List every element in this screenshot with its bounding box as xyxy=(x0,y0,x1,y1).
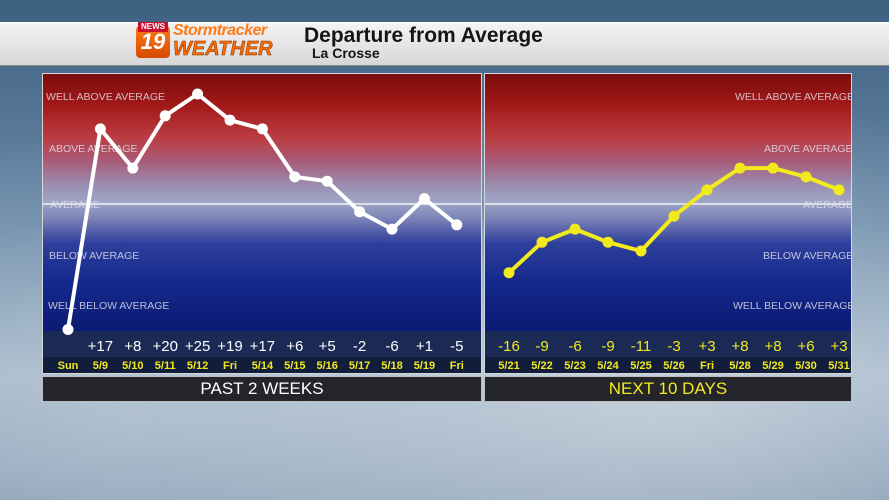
past-date-label: 5/19 xyxy=(414,360,435,372)
future-date-label: 5/29 xyxy=(762,360,783,372)
average-line xyxy=(484,203,852,205)
future-data-point xyxy=(602,236,614,248)
future-data-point xyxy=(833,184,845,196)
average-line xyxy=(42,203,482,205)
future-date-label: 5/30 xyxy=(795,360,816,372)
past-date-label: 5/10 xyxy=(122,360,143,372)
past-value-label: +1 xyxy=(416,338,433,355)
past-date-label: 5/15 xyxy=(284,360,305,372)
future-date-label: Fri xyxy=(700,360,714,372)
future-value-label: -6 xyxy=(568,338,581,355)
past-data-point xyxy=(224,114,236,126)
past-date-label: 5/9 xyxy=(93,360,108,372)
past-value-label: -2 xyxy=(353,338,366,355)
future-data-point xyxy=(734,162,746,174)
logo-news: NEWS xyxy=(138,22,168,32)
past-date-label: 5/12 xyxy=(187,360,208,372)
future-data-point xyxy=(635,245,647,257)
future-value-label: +3 xyxy=(830,338,847,355)
past-data-point xyxy=(62,323,74,335)
level-well-below: WELL BELOW AVERAGE xyxy=(733,300,852,312)
future-value-label: +8 xyxy=(731,338,748,355)
past-value-label: +6 xyxy=(286,338,303,355)
level-below: BELOW AVERAGE xyxy=(49,250,140,262)
past-dates-row xyxy=(42,357,482,374)
future-value-label: -9 xyxy=(535,338,548,355)
past-data-point xyxy=(159,110,171,122)
level-average: AVERAGE xyxy=(803,199,852,211)
chart-title: Departure from Average xyxy=(304,24,543,47)
level-below: BELOW AVERAGE xyxy=(763,250,852,262)
future-date-label: 5/26 xyxy=(663,360,684,372)
past-frame xyxy=(42,73,482,374)
level-well-above: WELL ABOVE AVERAGE xyxy=(735,91,852,103)
past-value-label: +25 xyxy=(185,338,210,355)
past-date-label: Fri xyxy=(450,360,464,372)
past-data-point xyxy=(127,162,139,174)
past-value-label: +17 xyxy=(250,338,275,355)
chart-location: La Crosse xyxy=(312,45,380,61)
future-data-point xyxy=(767,162,779,174)
past-data-point xyxy=(418,193,430,205)
past-value-label: +8 xyxy=(124,338,141,355)
past-date-label: 5/18 xyxy=(381,360,402,372)
past-date-label: 5/16 xyxy=(316,360,337,372)
future-dates-row xyxy=(484,357,852,374)
past-value-label: +20 xyxy=(152,338,177,355)
past-values-row xyxy=(42,331,482,357)
past-data-point xyxy=(256,123,268,135)
past-date-label: 5/17 xyxy=(349,360,370,372)
level-well-below: WELL BELOW AVERAGE xyxy=(48,300,170,312)
past-value-label: +5 xyxy=(319,338,336,355)
past-date-label: Fri xyxy=(223,360,237,372)
future-data-point xyxy=(569,223,581,235)
past-date-label: 5/11 xyxy=(155,360,176,372)
level-above: ABOVE AVERAGE xyxy=(764,143,852,155)
past-date-label: 5/14 xyxy=(252,360,274,372)
future-data-point xyxy=(800,171,812,183)
future-data-point xyxy=(701,184,713,196)
future-value-label: -11 xyxy=(631,338,652,355)
past-value-label: +19 xyxy=(217,338,242,355)
future-date-label: 5/22 xyxy=(531,360,552,372)
future-value-label: -16 xyxy=(498,338,520,355)
future-panel: WELL ABOVE AVERAGE ABOVE AVERAGE AVERAGE… xyxy=(484,73,852,331)
past-section-label: PAST 2 WEEKS xyxy=(42,376,482,402)
past-value-label: -6 xyxy=(385,338,398,355)
future-frame xyxy=(484,73,852,374)
future-value-label: +6 xyxy=(797,338,814,355)
past-data-point xyxy=(386,223,398,235)
future-value-label: -9 xyxy=(601,338,614,355)
past-data-point xyxy=(192,88,204,100)
future-data-point xyxy=(668,210,680,222)
past-value-label: +17 xyxy=(88,338,113,355)
future-section-label: NEXT 10 DAYS xyxy=(484,376,852,402)
future-value-label: -3 xyxy=(667,338,680,355)
past-data-point xyxy=(94,123,106,135)
future-value-label: +3 xyxy=(698,338,715,355)
station-logo: 19 NEWS Stormtracker WEATHER xyxy=(136,22,298,62)
future-data-point xyxy=(536,236,548,248)
future-value-label: +8 xyxy=(764,338,781,355)
level-well-above: WELL ABOVE AVERAGE xyxy=(46,91,166,103)
future-date-label: 5/25 xyxy=(630,360,651,372)
future-values-row xyxy=(484,331,852,357)
future-date-label: 5/28 xyxy=(729,360,750,372)
future-date-label: 5/24 xyxy=(597,360,619,372)
logo-stormtracker: Stormtracker xyxy=(173,22,267,39)
past-data-point xyxy=(321,175,333,187)
past-value-label: -5 xyxy=(450,338,463,355)
past-data-point xyxy=(451,219,463,231)
past-panel: WELL ABOVE AVERAGE ABOVE AVERAGE AVERAGE… xyxy=(42,73,482,331)
past-date-label: Sun xyxy=(58,360,79,372)
future-date-label: 5/31 xyxy=(828,360,849,372)
past-data-point xyxy=(354,206,366,218)
future-date-label: 5/23 xyxy=(564,360,585,372)
logo-weather: WEATHER xyxy=(173,38,273,61)
future-data-point xyxy=(503,267,515,279)
future-date-label: 5/21 xyxy=(498,360,519,372)
past-data-point xyxy=(289,171,301,183)
